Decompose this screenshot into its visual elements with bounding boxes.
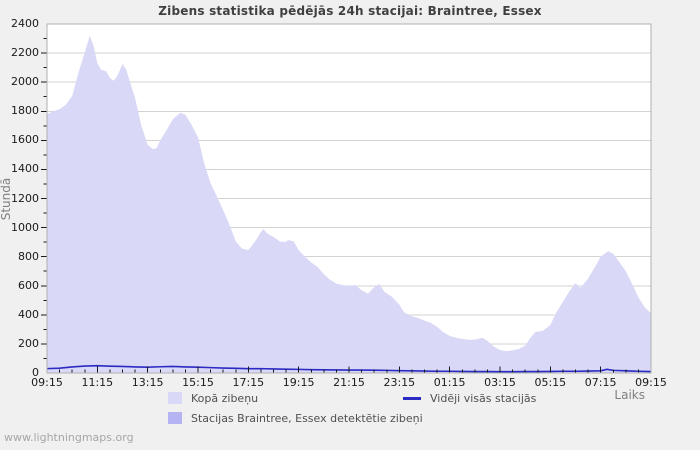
x-tick-label: 09:15 xyxy=(31,376,63,389)
y-tick-label: 0 xyxy=(32,366,39,379)
x-tick-label: 13:15 xyxy=(131,376,164,389)
y-tick-label: 1400 xyxy=(11,162,39,176)
y-tick-label: 600 xyxy=(18,278,39,292)
y-tick-label: 1000 xyxy=(11,220,39,234)
legend-swatch-total-icon xyxy=(168,392,182,404)
x-tick-label: 09:15 xyxy=(635,376,667,389)
legend-item-station: Stacijas Braintree, Essex detektētie zib… xyxy=(168,411,423,425)
y-tick-label: 2200 xyxy=(11,46,39,60)
x-tick-label: 19:15 xyxy=(282,376,315,389)
legend-line-average-icon xyxy=(403,396,421,400)
y-tick-label: 400 xyxy=(18,307,39,321)
x-tick-label: 01:15 xyxy=(433,376,466,389)
x-tick-label: 17:15 xyxy=(232,376,265,389)
y-tick-label: 200 xyxy=(18,336,39,350)
legend-item-average: Vidēji visās stacijās xyxy=(403,391,536,405)
legend-swatch-station-icon xyxy=(168,412,182,424)
y-tick-label: 1200 xyxy=(11,191,39,205)
legend-label-station: Stacijas Braintree, Essex detektētie zib… xyxy=(191,411,423,425)
x-tick-label: 23:15 xyxy=(383,376,416,389)
y-tick-label: 1800 xyxy=(11,104,39,118)
site-watermark: www.lightningmaps.org xyxy=(4,431,134,444)
x-tick-label: 21:15 xyxy=(333,376,365,389)
chart-title: Zibens statistika pēdējās 24h stacijai: … xyxy=(158,4,542,18)
x-tick-label: 15:15 xyxy=(182,376,214,389)
x-tick-label: 07:15 xyxy=(584,376,617,389)
x-tick-label: 03:15 xyxy=(484,376,516,389)
x-axis-title: Laiks xyxy=(614,388,645,402)
legend-label-total: Kopā zibeņu xyxy=(191,391,259,405)
legend-item-total: Kopā zibeņu xyxy=(168,391,258,405)
y-tick-label: 2400 xyxy=(11,17,39,30)
y-tick-label: 1600 xyxy=(11,133,39,147)
legend-label-average: Vidēji visās stacijās xyxy=(430,391,537,405)
x-tick-label: 11:15 xyxy=(81,376,114,389)
y-tick-label: 800 xyxy=(18,249,39,263)
y-tick-label: 2000 xyxy=(11,75,39,89)
x-tick-label: 05:15 xyxy=(534,376,567,389)
